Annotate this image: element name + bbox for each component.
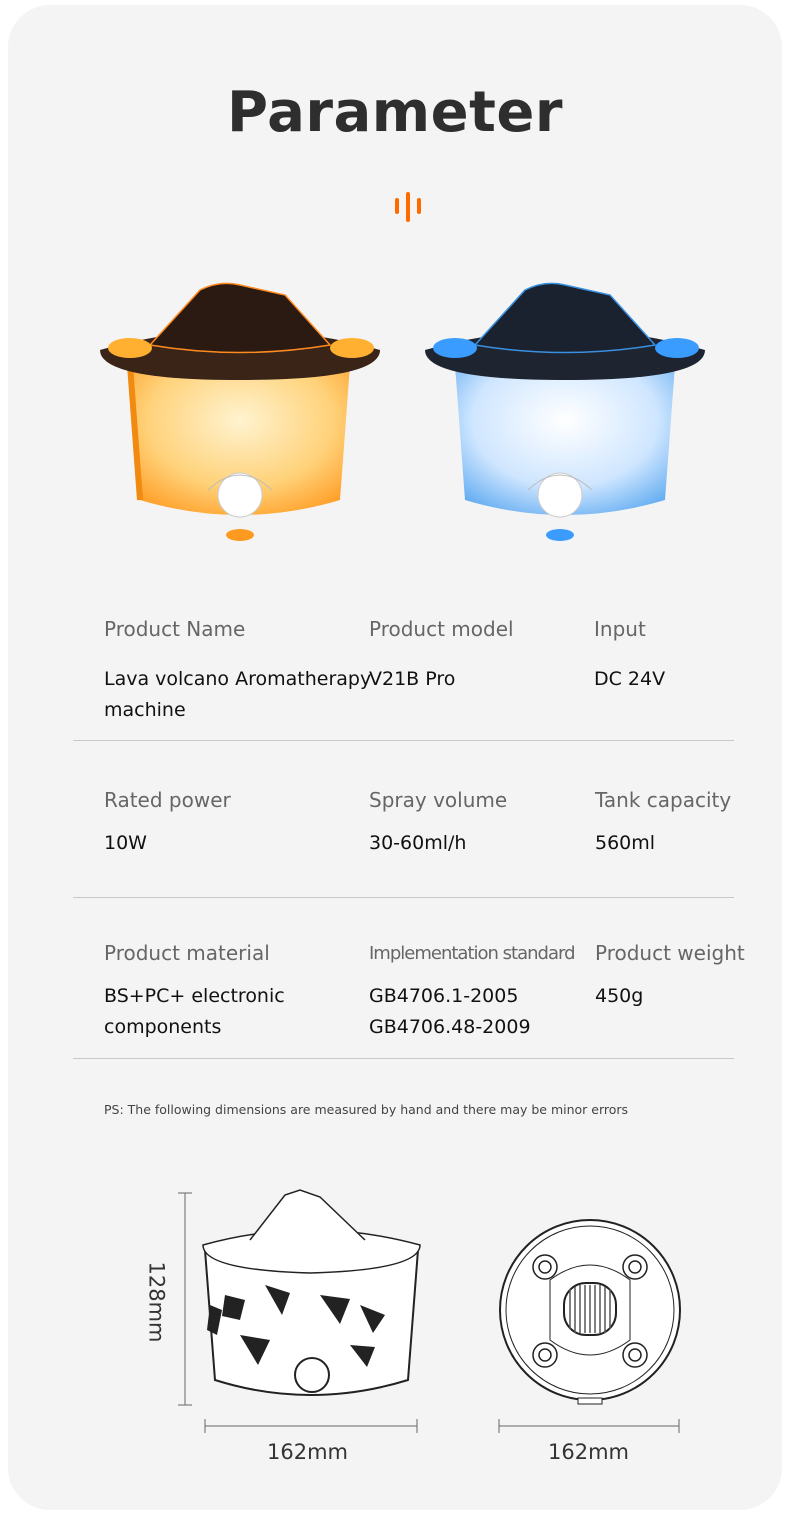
spec-label: Input: [594, 617, 646, 641]
spec-value: 30-60ml/h: [369, 832, 467, 854]
height-dimension-label: 128mm: [144, 1261, 169, 1343]
orange-volcano-diffuser-image: [100, 282, 380, 541]
spec-value: V21B Pro: [369, 668, 456, 690]
bottom-width-dimension-label: 162mm: [548, 1440, 629, 1464]
spec-value: 10W: [104, 832, 147, 854]
blue-volcano-diffuser-image: [425, 282, 705, 541]
spec-label: Product model: [369, 617, 514, 641]
divider: [73, 740, 734, 741]
spec-label: Tank capacity: [595, 788, 732, 812]
spec-value: 560ml: [595, 832, 656, 854]
spec-label: Implementation standard: [369, 943, 575, 964]
spec-value: 450g: [595, 985, 644, 1007]
bottom-view-drawing: [498, 1219, 681, 1433]
divider: [73, 897, 734, 898]
spec-value: GB4706.1-2005 GB4706.48-2009: [369, 985, 531, 1038]
spec-label: Product Name: [104, 617, 246, 641]
page-title: Parameter: [227, 80, 563, 145]
spec-value: BS+PC+ electronic components: [104, 985, 285, 1038]
spec-label: Product material: [104, 941, 270, 965]
spec-label: Rated power: [104, 788, 231, 812]
spec-label: Spray volume: [369, 788, 508, 812]
side-view-drawing: [178, 1189, 421, 1433]
sound-wave-icon: [395, 192, 421, 222]
spec-value: DC 24V: [594, 668, 666, 690]
dimension-note: PS: The following dimensions are measure…: [104, 1102, 629, 1117]
side-width-dimension-label: 162mm: [267, 1440, 348, 1464]
spec-label: Product weight: [595, 941, 745, 965]
spec-value: Lava volcano Aromatherapy machine: [104, 668, 372, 721]
divider: [73, 1058, 734, 1059]
